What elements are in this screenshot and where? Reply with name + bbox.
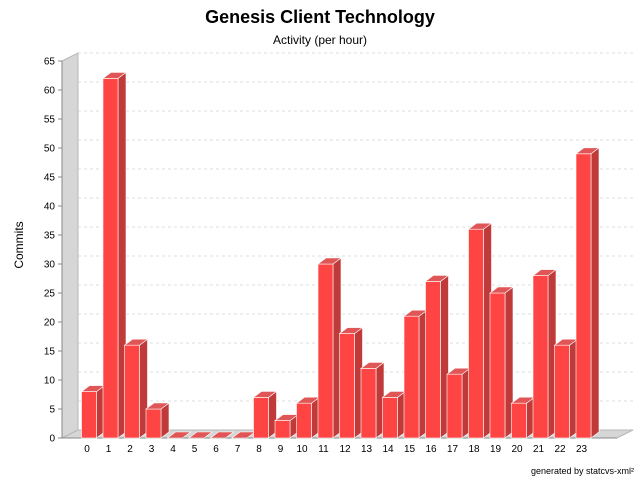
x-tick-label: 16	[425, 444, 437, 455]
x-tick-label: 1	[106, 444, 112, 455]
y-tick-label: 55	[44, 115, 56, 126]
bar	[339, 333, 355, 439]
bar-top	[166, 431, 192, 439]
bar	[511, 402, 527, 439]
bar	[253, 397, 269, 439]
bar	[554, 344, 570, 439]
x-tick-label: 12	[339, 444, 351, 455]
bar	[124, 344, 140, 439]
bar	[317, 263, 334, 439]
bar	[296, 402, 312, 439]
bar-top	[467, 222, 493, 230]
y-tick-label: 25	[44, 289, 56, 300]
bar	[274, 420, 291, 439]
x-tick-label: 9	[278, 444, 284, 455]
bar	[532, 275, 549, 439]
x-tick-label: 6	[213, 444, 219, 455]
y-tick-label: 45	[44, 173, 56, 184]
bar-top	[317, 257, 342, 265]
y-tick-label: 40	[44, 202, 56, 213]
bar-top	[209, 431, 235, 439]
y-tick-label: 35	[44, 231, 56, 242]
bar	[575, 153, 592, 439]
x-tick-label: 8	[256, 444, 262, 455]
bar	[425, 281, 441, 439]
chart-title: Genesis Client Technology	[205, 7, 435, 27]
x-tick-label: 2	[127, 444, 133, 455]
bar	[382, 397, 398, 439]
x-tick-label: 18	[468, 444, 480, 455]
x-tick-label: 10	[296, 444, 308, 455]
bar-top	[575, 147, 600, 155]
left-wall	[61, 52, 79, 439]
x-tick-label: 15	[404, 444, 416, 455]
y-tick-label: 0	[49, 434, 55, 445]
y-axis-label: Commits	[12, 221, 26, 268]
x-tick-label: 17	[447, 444, 459, 455]
bar-top	[489, 286, 514, 294]
y-tick-label: 60	[44, 86, 56, 97]
y-tick-label: 5	[49, 405, 55, 416]
x-tick-label: 3	[149, 444, 155, 455]
y-tick-label: 30	[44, 260, 56, 271]
x-tick-label: 5	[192, 444, 198, 455]
bar	[403, 315, 420, 439]
x-tick-label: 19	[490, 444, 502, 455]
bar-top	[252, 391, 278, 398]
bar-top	[145, 402, 170, 410]
bar	[81, 391, 97, 439]
bar-top	[532, 269, 557, 276]
bar	[102, 78, 119, 439]
y-tick-label: 15	[44, 347, 56, 358]
footer-credit: generated by statcvs-xml²	[531, 466, 634, 476]
x-tick-label: 21	[533, 444, 545, 455]
y-tick-label: 20	[44, 318, 56, 329]
chart-subtitle: Activity (per hour)	[273, 33, 367, 47]
x-tick-label: 7	[235, 444, 241, 455]
x-tick-label: 23	[576, 444, 588, 455]
bar	[360, 368, 377, 439]
bar-top	[424, 275, 450, 282]
y-tick-label: 10	[44, 376, 56, 387]
bar-top	[360, 362, 385, 369]
bar	[489, 292, 506, 439]
bar-top	[188, 431, 213, 439]
bar-side	[590, 147, 600, 439]
x-tick-label: 0	[84, 444, 90, 455]
x-tick-label: 20	[511, 444, 523, 455]
bar	[468, 228, 484, 439]
bar-top	[123, 338, 149, 346]
bar	[446, 373, 463, 439]
x-tick-label: 13	[361, 444, 373, 455]
bar	[145, 408, 162, 439]
x-tick-label: 4	[170, 444, 176, 455]
y-tick-label: 50	[44, 144, 56, 155]
x-tick-label: 14	[382, 444, 394, 455]
y-tick-label: 65	[44, 57, 56, 68]
bar-top	[102, 72, 127, 79]
bar-top	[338, 327, 364, 334]
x-tick-label: 11	[318, 444, 329, 455]
x-tick-label: 22	[554, 444, 566, 455]
